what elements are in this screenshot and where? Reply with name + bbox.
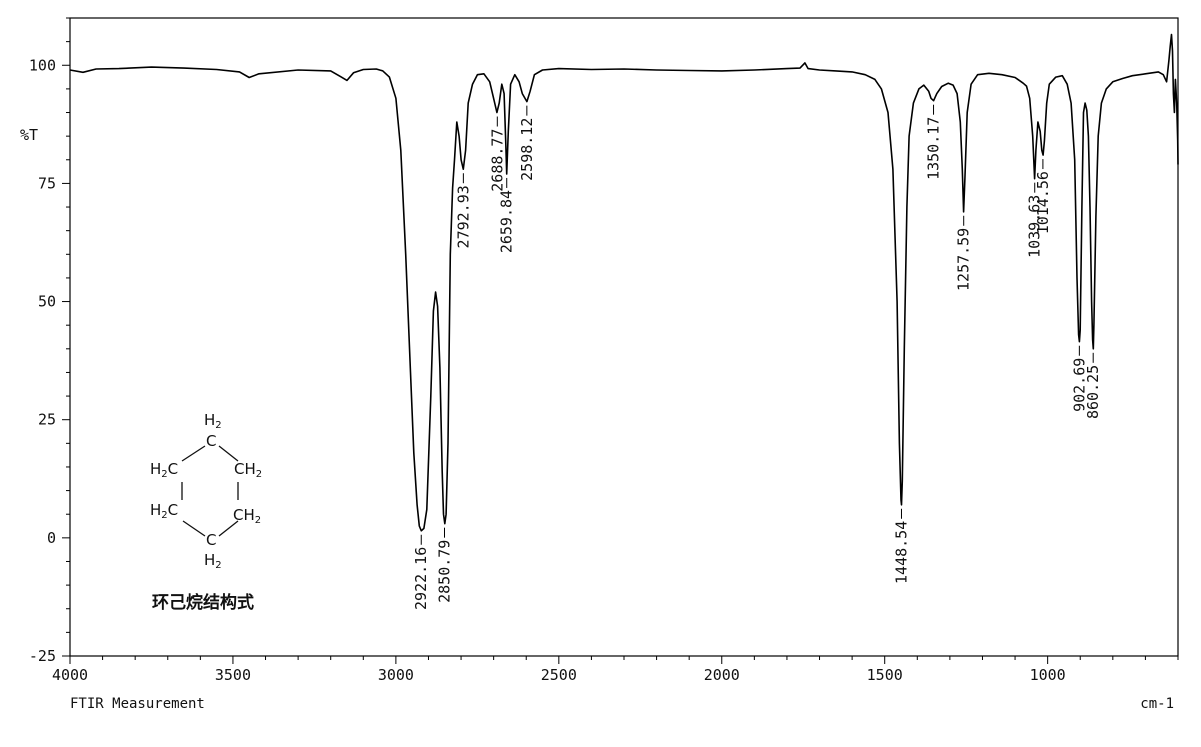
y-tick-label: 50: [38, 293, 56, 311]
structure-left-lower: H2C: [150, 501, 178, 521]
peak-label: 902.69: [1070, 358, 1088, 412]
peak-label: 2598.12: [518, 118, 536, 181]
structure-caption: 环己烷结构式: [152, 592, 254, 613]
x-tick-label: 3000: [378, 666, 414, 684]
axis-ticks: [62, 17, 1179, 664]
structure-right-lower: CH2: [233, 506, 261, 526]
peak-label: 2850.79: [436, 540, 454, 603]
peak-label: 1350.17: [925, 117, 943, 180]
structure-left-upper: H2C: [150, 460, 178, 480]
y-tick-label: 25: [38, 411, 56, 429]
x-axis-unit-label: cm-1: [1140, 696, 1174, 712]
x-tick-label: 1500: [867, 666, 903, 684]
peak-label: 860.25: [1084, 365, 1102, 419]
cyclohexane-structure: H2 C H2C CH2 H2C CH2 C H2 环己烷结构式: [150, 411, 262, 613]
peak-label: 1014.56: [1034, 171, 1052, 234]
peak-label: 2688.77: [488, 129, 506, 192]
x-tick-label: 4000: [52, 666, 88, 684]
peak-label: 2792.93: [454, 185, 472, 248]
y-tick-label: 0: [47, 529, 56, 547]
x-tick-label: 1000: [1030, 666, 1066, 684]
x-tick-label: 2000: [704, 666, 740, 684]
y-tick-label: 75: [38, 174, 56, 192]
plot-frame: [69, 17, 1179, 657]
spectrum-line: [69, 33, 1179, 532]
structure-top-h: H2: [204, 411, 222, 431]
x-tick-labels: 4000 3500 3000 2500 2000 1500 1000: [52, 666, 1066, 684]
x-tick-label: 3500: [215, 666, 251, 684]
peak-label: 1448.54: [892, 521, 910, 584]
footer-measurement: FTIR Measurement: [70, 696, 205, 712]
structure-bottom-c: C: [206, 531, 216, 549]
peak-label: 1257.59: [955, 228, 973, 291]
y-axis-unit-label: %T: [20, 126, 38, 144]
y-tick-labels: 100 75 50 25 0 -25: [29, 56, 56, 665]
peak-label: 1039.63: [1026, 195, 1044, 258]
structure-bottom-h: H2: [204, 551, 222, 571]
peak-label: 2922.16: [412, 547, 430, 610]
structure-right-upper: CH2: [234, 460, 262, 480]
peak-labels: 2922.16 2850.79 2792.93 2688.772659.842598.…: [412, 104, 1102, 610]
peak-label: 2659.84: [498, 190, 516, 253]
y-tick-label: 100: [29, 56, 56, 74]
x-tick-label: 2500: [541, 666, 577, 684]
y-tick-label: -25: [29, 647, 56, 665]
structure-top-c: C: [206, 432, 216, 450]
